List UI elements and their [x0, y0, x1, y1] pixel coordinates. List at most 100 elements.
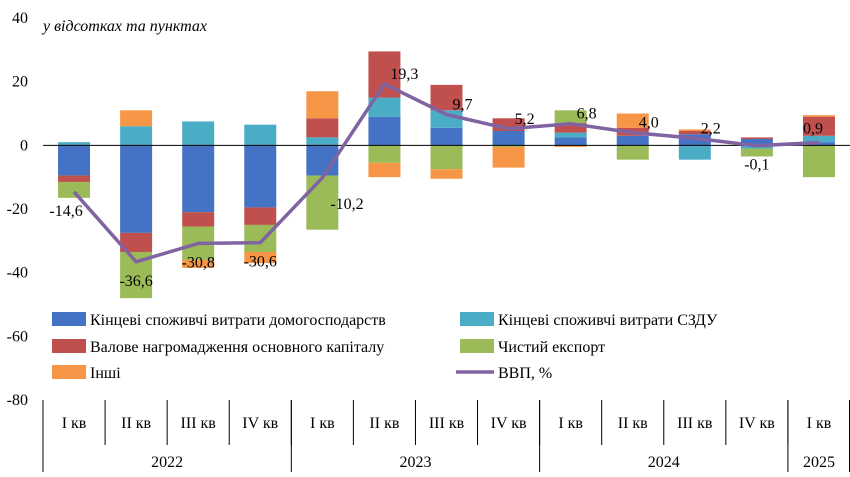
- gdp-data-labels: -14,6 -36,6 -30,8 -30,6 -10,2 19,3 9,7 5,2 6,8 4,…: [49, 66, 823, 290]
- bar-segment: [492, 131, 525, 146]
- y-tick-label: 0: [20, 137, 28, 154]
- legend-swatch: [460, 339, 494, 353]
- gdp-data-label: 6,8: [577, 106, 597, 123]
- legend-swatch: [52, 312, 86, 326]
- gdp-data-label: -10,2: [330, 196, 363, 213]
- bar-segments: [58, 51, 835, 299]
- legend-label: Кінцеві споживчі витрати домогосподарств: [90, 312, 386, 329]
- gdp-data-label: 4,0: [639, 115, 659, 132]
- y-tick-label: -60: [7, 328, 28, 345]
- bar-segment: [554, 123, 587, 133]
- bar-segment: [368, 145, 401, 163]
- gdp-data-label: -30,8: [182, 254, 215, 271]
- legend-label: Валове нагромадження основного капіталу: [90, 339, 384, 356]
- gdp-data-label: 0,9: [803, 120, 823, 137]
- y-tick-label: -40: [7, 265, 28, 282]
- bar-segment: [802, 145, 835, 178]
- bar-segment: [306, 91, 339, 119]
- bar-segment: [58, 175, 91, 182]
- legend-swatch: [52, 339, 86, 353]
- bar-segment: [616, 113, 649, 128]
- bar-segment: [368, 162, 401, 178]
- bar-segment: [182, 212, 215, 227]
- legend-label: Інші: [90, 365, 121, 382]
- bar-segment: [120, 126, 153, 146]
- x-axis-category-table: I кв II кв III кв IV кв I кв II кв III кв IV кв…: [42, 400, 850, 472]
- bar-segment: [554, 132, 587, 138]
- quarter-label: I кв: [62, 415, 87, 432]
- bar-segment: [120, 232, 153, 252]
- bar-segment: [244, 124, 277, 146]
- bar-segment: [616, 135, 649, 146]
- y-tick-label: -80: [7, 392, 28, 409]
- quarter-label: II кв: [121, 415, 151, 432]
- y-axis-tick-labels: -80 -60 -40 -20 0 20 40: [7, 10, 28, 409]
- legend-swatch: [52, 365, 86, 379]
- bar-segment: [368, 97, 401, 117]
- bar-segment: [740, 148, 773, 157]
- bar-segment: [368, 116, 401, 146]
- quarter-label: I кв: [310, 415, 335, 432]
- bar-segment: [802, 135, 835, 143]
- y-tick-label: -20: [7, 201, 28, 218]
- bar-segment: [802, 115, 835, 117]
- gdp-line: [72, 82, 820, 264]
- bar-segment: [492, 145, 525, 147]
- gdp-line-path: [72, 82, 820, 264]
- year-label: 2024: [648, 454, 680, 471]
- bar-segment: [616, 145, 649, 160]
- bar-segment: [306, 118, 339, 138]
- bar-segment: [182, 259, 215, 268]
- year-label: 2025: [803, 454, 835, 471]
- gdp-data-label: -36,6: [119, 273, 152, 290]
- bar-segment: [678, 129, 711, 132]
- gdp-data-label: 9,7: [453, 96, 473, 113]
- bar-segment: [306, 137, 339, 146]
- quarter-label: II кв: [369, 415, 399, 432]
- bar-segment: [306, 175, 339, 230]
- bar-segment: [554, 137, 587, 146]
- legend-label: ВВП, %: [498, 365, 552, 382]
- bar-segment: [58, 142, 91, 146]
- bar-segment: [678, 131, 711, 135]
- quarter-label: III кв: [429, 415, 465, 432]
- quarter-label: IV кв: [491, 415, 527, 432]
- bar-segment: [554, 110, 587, 124]
- gdp-data-label: -30,6: [244, 254, 277, 271]
- legend-swatch: [460, 312, 494, 326]
- bar-segment: [430, 84, 463, 111]
- quarter-label: III кв: [677, 415, 713, 432]
- bar-segment: [182, 145, 215, 213]
- bar-segment: [740, 138, 773, 146]
- legend-label: Чистий експорт: [498, 339, 605, 356]
- chart-subtitle: у відсотках та пунктах: [41, 18, 207, 35]
- legend: Кінцеві споживчі витрати домогосподарств…: [52, 312, 718, 382]
- year-label: 2022: [151, 454, 183, 471]
- quarter-label: IV кв: [242, 415, 278, 432]
- bar-segment: [58, 145, 91, 176]
- gdp-data-label: 2,2: [701, 120, 721, 137]
- bar-segment: [244, 251, 277, 264]
- quarter-label: I кв: [558, 415, 583, 432]
- bar-segment: [430, 127, 463, 146]
- bar-segment: [58, 181, 91, 198]
- legend-label: Кінцеві споживчі витрати СЗДУ: [498, 312, 718, 329]
- quarter-label: IV кв: [739, 415, 775, 432]
- y-tick-label: 40: [12, 10, 28, 27]
- gdp-data-label: 5,2: [515, 111, 535, 128]
- bar-segment: [244, 207, 277, 225]
- bar-segment: [430, 145, 463, 170]
- bar-segment: [740, 137, 773, 139]
- bar-segment: [120, 145, 153, 233]
- quarter-label: II кв: [618, 415, 648, 432]
- year-label: 2023: [399, 454, 431, 471]
- bar-segment: [430, 169, 463, 179]
- quarter-label: III кв: [181, 415, 217, 432]
- gdp-data-label: -0,1: [744, 157, 769, 174]
- bar-segment: [244, 145, 277, 208]
- bar-segment: [802, 116, 835, 136]
- bar-segment: [120, 110, 153, 127]
- bar-segment: [678, 145, 711, 160]
- gdp-data-label: -14,6: [49, 203, 82, 220]
